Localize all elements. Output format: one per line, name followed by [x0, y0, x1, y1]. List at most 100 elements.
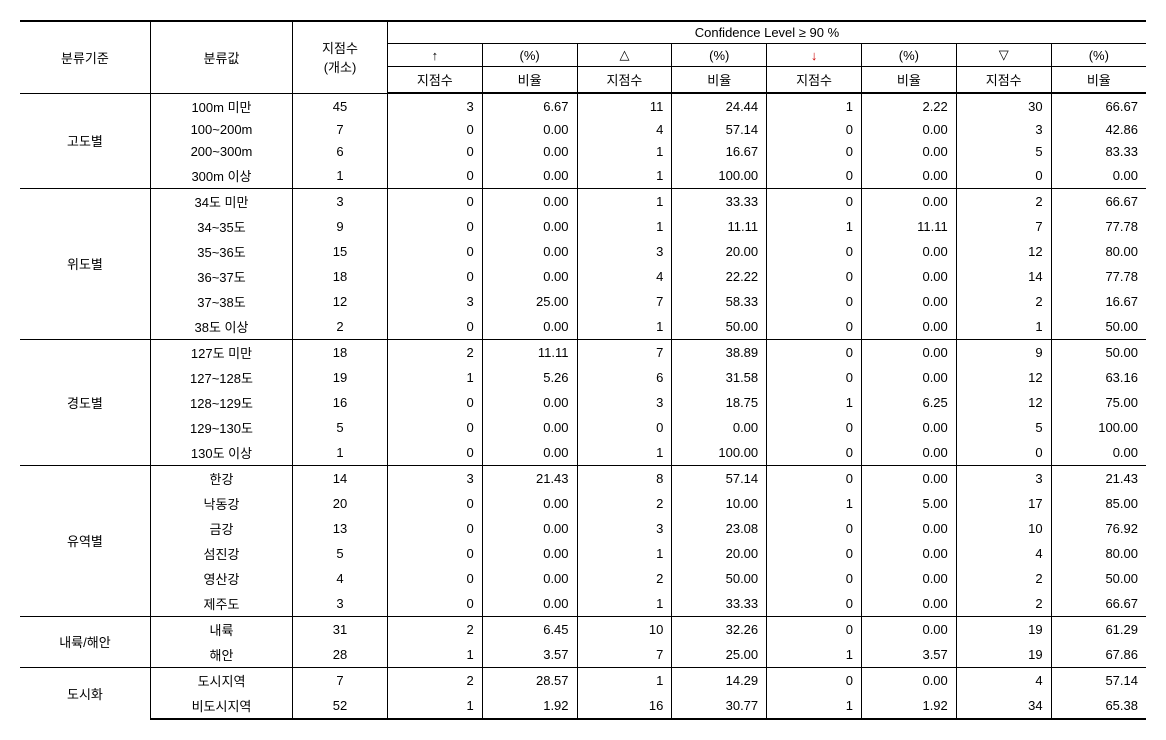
table-row: 위도별34도 미만300.00133.3300.00266.67: [20, 188, 1146, 214]
cell: 67.86: [1051, 642, 1146, 668]
cell: 13: [293, 516, 388, 541]
th-sub-points-4: 지점수: [956, 67, 1051, 94]
cell: 0.00: [482, 214, 577, 239]
cell: 61.29: [1051, 616, 1146, 642]
cell: 1.92: [482, 693, 577, 719]
cell: 18: [293, 339, 388, 365]
cell: 0: [387, 119, 482, 141]
th-pct-4: (%): [1051, 44, 1146, 67]
cell: 0.00: [1051, 440, 1146, 466]
cell: 도시지역: [150, 667, 292, 693]
cell: 0.00: [482, 415, 577, 440]
cell: 7: [293, 119, 388, 141]
cell: 5.26: [482, 365, 577, 390]
cell: 66.67: [1051, 93, 1146, 119]
cell: 0.00: [861, 365, 956, 390]
cell: 30.77: [672, 693, 767, 719]
cell: 0: [387, 491, 482, 516]
cell: 0: [387, 188, 482, 214]
cell: 25.00: [482, 289, 577, 314]
cell: 1: [577, 314, 672, 340]
cell: 0.00: [482, 163, 577, 189]
cell: 15: [293, 239, 388, 264]
table-row: 내륙/해안내륙3126.451032.2600.001961.29: [20, 616, 1146, 642]
cell: 0.00: [1051, 163, 1146, 189]
cell: 0: [767, 465, 862, 491]
cell: 해안: [150, 642, 292, 668]
cell: 1: [767, 693, 862, 719]
cell: 제주도: [150, 591, 292, 617]
table-row: 36~37도1800.00422.2200.001477.78: [20, 264, 1146, 289]
th-sym-tri-down: ▽: [956, 44, 1051, 67]
cell: 50.00: [1051, 339, 1146, 365]
cell: 28: [293, 642, 388, 668]
cell: 3: [387, 465, 482, 491]
cell: 10: [956, 516, 1051, 541]
cell: 2: [577, 491, 672, 516]
cell: 0: [767, 516, 862, 541]
cell: 3: [387, 289, 482, 314]
cell: 1: [387, 642, 482, 668]
cell: 0.00: [482, 119, 577, 141]
cell: 0.00: [861, 415, 956, 440]
cell: 77.78: [1051, 264, 1146, 289]
cell: 0: [387, 214, 482, 239]
cell: 0: [387, 541, 482, 566]
cell: 25.00: [672, 642, 767, 668]
cell: 12: [956, 239, 1051, 264]
cell: 1: [577, 188, 672, 214]
cell: 0.00: [482, 188, 577, 214]
cell: 50.00: [672, 566, 767, 591]
cell: 0: [767, 314, 862, 340]
cell: 7: [577, 289, 672, 314]
cell: 0.00: [861, 163, 956, 189]
cell: 1: [767, 390, 862, 415]
table-row: 128~129도1600.00318.7516.251275.00: [20, 390, 1146, 415]
group-label: 도시화: [20, 667, 150, 719]
cell: 0: [767, 119, 862, 141]
cell: 0.00: [861, 264, 956, 289]
cell: 0.00: [861, 591, 956, 617]
cell: 77.78: [1051, 214, 1146, 239]
cell: 28.57: [482, 667, 577, 693]
cell: 100.00: [672, 163, 767, 189]
cell: 66.67: [1051, 591, 1146, 617]
th-sub-ratio-4: 비율: [1051, 67, 1146, 94]
cell: 65.38: [1051, 693, 1146, 719]
cell: 1: [577, 214, 672, 239]
cell: 6: [293, 141, 388, 163]
cell: 16: [577, 693, 672, 719]
table-row: 고도별100m 미만4536.671124.4412.223066.67: [20, 93, 1146, 119]
cell: 1: [767, 93, 862, 119]
th-confidence: Confidence Level ≥ 90 %: [387, 21, 1146, 44]
cell: 0: [767, 365, 862, 390]
cell: 31: [293, 616, 388, 642]
th-sym-tri-up: △: [577, 44, 672, 67]
cell: 127~128도: [150, 365, 292, 390]
cell: 1: [577, 591, 672, 617]
cell: 14.29: [672, 667, 767, 693]
cell: 14: [956, 264, 1051, 289]
cell: 0: [387, 440, 482, 466]
cell: 2: [956, 188, 1051, 214]
table-row: 35~36도1500.00320.0000.001280.00: [20, 239, 1146, 264]
cell: 38도 이상: [150, 314, 292, 340]
table-row: 130도 이상100.001100.0000.0000.00: [20, 440, 1146, 466]
th-pct-2: (%): [672, 44, 767, 67]
cell: 1: [577, 141, 672, 163]
cell: 0: [767, 188, 862, 214]
cell: 100.00: [672, 440, 767, 466]
th-sub-points-3: 지점수: [767, 67, 862, 94]
cell: 4: [956, 667, 1051, 693]
cell: 1: [956, 314, 1051, 340]
cell: 80.00: [1051, 239, 1146, 264]
th-value: 분류값: [150, 21, 292, 93]
cell: 0: [767, 264, 862, 289]
cell: 6.25: [861, 390, 956, 415]
cell: 2: [956, 289, 1051, 314]
th-criterion: 분류기준: [20, 21, 150, 93]
cell: 6: [577, 365, 672, 390]
cell: 10.00: [672, 491, 767, 516]
cell: 0: [767, 541, 862, 566]
cell: 0.00: [482, 566, 577, 591]
